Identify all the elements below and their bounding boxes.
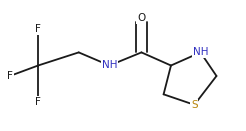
- Text: F: F: [7, 71, 13, 81]
- Text: O: O: [137, 13, 146, 23]
- Text: NH: NH: [102, 61, 117, 70]
- Text: F: F: [35, 24, 41, 34]
- Text: NH: NH: [193, 47, 208, 57]
- Text: F: F: [35, 97, 41, 107]
- Text: S: S: [191, 100, 198, 110]
